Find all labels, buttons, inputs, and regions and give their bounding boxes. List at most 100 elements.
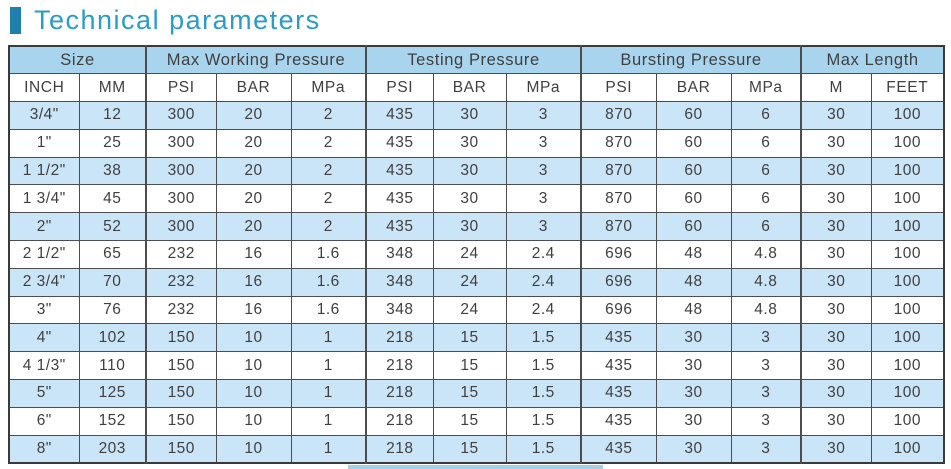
table-cell: 435 xyxy=(365,184,434,214)
column-header-psi: PSI xyxy=(365,73,434,102)
table-cell: 20 xyxy=(215,101,292,130)
table-row: 8" 203 150 10 1 218 15 1.5 435 30 3 30 100 xyxy=(8,434,945,464)
table-cell: 435 xyxy=(365,101,434,130)
table-cell: 38 xyxy=(78,156,147,186)
table-cell: 100 xyxy=(870,406,945,436)
table-row: 2 1/2" 65 232 16 1.6 348 24 2.4 696 48 4.8 30 100 xyxy=(8,239,945,269)
table-cell: 3 xyxy=(730,406,802,436)
table-cell: 60 xyxy=(655,128,732,158)
table-cell: 1.6 xyxy=(290,295,367,325)
table-cell: 52 xyxy=(78,212,147,241)
table-cell: 30 xyxy=(800,156,872,186)
table-cell: 100 xyxy=(870,351,945,380)
group-header-max-working-pressure: Max Working Pressure xyxy=(144,45,367,74)
table-row: 2 3/4" 70 232 16 1.6 348 24 2.4 696 48 4.8 30 100 xyxy=(8,267,945,297)
table-cell: 3 xyxy=(505,101,582,130)
table-cell: 15 xyxy=(432,378,507,408)
table-cell: 10 xyxy=(215,323,292,353)
table-cell: 60 xyxy=(655,156,732,186)
table-cell: 3/4" xyxy=(8,101,80,130)
table-cell: 30 xyxy=(800,128,872,158)
table-cell: 30 xyxy=(800,212,872,241)
table-cell: 30 xyxy=(800,323,872,353)
table-cell: 30 xyxy=(655,406,732,436)
table-cell: 1 1/2" xyxy=(8,156,80,186)
table-cell: 1.6 xyxy=(290,239,367,269)
table-cell: 1 xyxy=(290,378,367,408)
table-cell: 435 xyxy=(365,128,434,158)
table-cell: 24 xyxy=(432,295,507,325)
table-cell: 60 xyxy=(655,184,732,214)
table-cell: 6 xyxy=(730,184,802,214)
table-cell: 6 xyxy=(730,156,802,186)
column-header-m: M xyxy=(800,73,872,102)
table-cell: 6 xyxy=(730,212,802,241)
table-cell: 30 xyxy=(432,184,507,214)
column-header-mpa: MPa xyxy=(505,73,582,102)
table-cell: 4" xyxy=(8,323,80,353)
table-cell: 2" xyxy=(8,212,80,241)
table-cell: 45 xyxy=(78,184,147,214)
title-accent-bar-icon xyxy=(10,6,21,34)
table-row: 1 3/4" 45 300 20 2 435 30 3 870 60 6 30 100 xyxy=(8,184,945,214)
table-cell: 870 xyxy=(580,101,657,130)
table-cell: 100 xyxy=(870,212,945,241)
column-header-row: INCH MM PSI BAR MPa PSI BAR MPa PSI BAR MPa M FEET xyxy=(8,73,945,102)
column-header-inch: INCH xyxy=(8,73,80,102)
group-header-testing-pressure: Testing Pressure xyxy=(365,45,582,74)
table-cell: 100 xyxy=(870,184,945,214)
table-cell: 3 xyxy=(505,128,582,158)
table-cell: 1.6 xyxy=(290,267,367,297)
table-cell: 435 xyxy=(580,378,657,408)
table-cell: 100 xyxy=(870,323,945,353)
table-cell: 300 xyxy=(145,212,217,241)
table-cell: 3 xyxy=(505,212,582,241)
table-row: 4" 102 150 10 1 218 15 1.5 435 30 3 30 100 xyxy=(8,323,945,353)
table-cell: 870 xyxy=(580,156,657,186)
table-row: 2" 52 300 20 2 435 30 3 870 60 6 30 100 xyxy=(8,212,945,241)
table-cell: 30 xyxy=(655,323,732,353)
table-cell: 100 xyxy=(870,128,945,158)
column-header-mm: MM xyxy=(78,73,147,102)
table-cell: 16 xyxy=(215,267,292,297)
table-cell: 6 xyxy=(730,101,802,130)
table-cell: 435 xyxy=(580,434,657,464)
table-cell: 696 xyxy=(580,267,657,297)
table-cell: 152 xyxy=(78,406,147,436)
table-cell: 435 xyxy=(580,406,657,436)
table-cell: 20 xyxy=(215,212,292,241)
table-cell: 6 xyxy=(730,128,802,158)
column-header-bar: BAR xyxy=(432,73,507,102)
table-cell: 4 1/3" xyxy=(8,351,80,380)
table-cell: 2.4 xyxy=(505,239,582,269)
table-cell: 60 xyxy=(655,101,732,130)
table-cell: 348 xyxy=(365,295,434,325)
table-cell: 4.8 xyxy=(730,267,802,297)
table-cell: 1.5 xyxy=(505,434,582,464)
table-row: 6" 152 150 10 1 218 15 1.5 435 30 3 30 100 xyxy=(8,406,945,436)
table-cell: 76 xyxy=(78,295,147,325)
table-cell: 203 xyxy=(78,434,147,464)
table-cell: 30 xyxy=(800,239,872,269)
table-cell: 30 xyxy=(655,434,732,464)
table-cell: 150 xyxy=(145,351,217,380)
table-cell: 2 xyxy=(290,156,367,186)
table-cell: 16 xyxy=(215,239,292,269)
table-cell: 232 xyxy=(145,267,217,297)
column-header-feet: FEET xyxy=(870,73,945,102)
table-cell: 15 xyxy=(432,434,507,464)
table-cell: 218 xyxy=(365,434,434,464)
table-cell: 2 xyxy=(290,184,367,214)
table-row: 4 1/3" 110 150 10 1 218 15 1.5 435 30 3 30 100 xyxy=(8,351,945,380)
table-cell: 2.4 xyxy=(505,295,582,325)
table-cell: 24 xyxy=(432,239,507,269)
column-header-psi: PSI xyxy=(145,73,217,102)
table-row: 5" 125 150 10 1 218 15 1.5 435 30 3 30 100 xyxy=(8,378,945,408)
table-cell: 300 xyxy=(145,128,217,158)
table-cell: 30 xyxy=(800,101,872,130)
table-cell: 100 xyxy=(870,295,945,325)
table-cell: 30 xyxy=(800,378,872,408)
table-cell: 2 xyxy=(290,212,367,241)
table-cell: 30 xyxy=(432,156,507,186)
table-cell: 30 xyxy=(800,434,872,464)
